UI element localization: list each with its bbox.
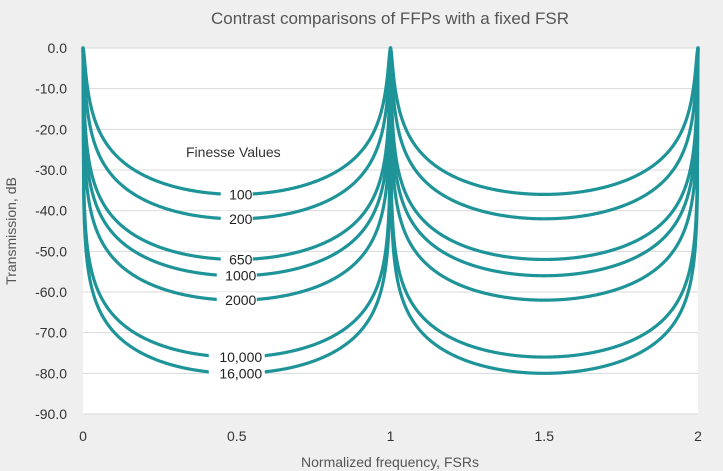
legend-title: Finesse Values [186, 144, 281, 160]
series-label-bg [220, 186, 253, 203]
series-label-bg [220, 251, 253, 268]
y-tick-label: -30.0 [35, 162, 67, 178]
series-label-bg [208, 365, 265, 382]
x-tick-label: 1 [387, 428, 395, 444]
x-axis-title: Normalized frequency, FSRs [301, 454, 479, 470]
series-label-100: 100 [229, 186, 253, 202]
y-tick-label: -80.0 [35, 365, 67, 381]
series-label-200: 200 [229, 211, 253, 227]
x-tick-labels: 0 0.5 1 1.5 2 [79, 428, 702, 444]
y-tick-label: -40.0 [35, 203, 67, 219]
y-tick-label: 0.0 [48, 40, 68, 56]
series-label-bg [220, 210, 253, 227]
series-label-bg [216, 267, 257, 284]
series-label-1000: 1000 [225, 268, 256, 284]
y-tick-label: -90.0 [35, 406, 67, 422]
x-tick-label: 2 [694, 428, 702, 444]
series-label-bg [216, 292, 257, 309]
x-tick-label: 0.5 [227, 428, 247, 444]
series-label-16,000: 16,000 [219, 365, 262, 381]
y-tick-label: -50.0 [35, 243, 67, 259]
series-curve-16,000 [81, 46, 700, 375]
series-label-650: 650 [229, 251, 253, 267]
series-label-2000: 2000 [225, 292, 256, 308]
x-tick-label: 1.5 [535, 428, 555, 444]
series-label-bg [208, 349, 265, 366]
y-tick-label: -20.0 [35, 121, 67, 137]
x-tick-label: 0 [79, 428, 87, 444]
series-label-10,000: 10,000 [219, 349, 262, 365]
y-tick-label: -70.0 [35, 325, 67, 341]
y-tick-label: -10.0 [35, 81, 67, 97]
chart-title: Contrast comparisons of FFPs with a fixe… [211, 9, 569, 28]
y-tick-labels: 0.0 -10.0 -20.0 -30.0 -40.0 -50.0 -60.0 -70.0 -8… [35, 40, 67, 422]
y-tick-label: -60.0 [35, 284, 67, 300]
y-axis-title: Transmission, dB [3, 177, 19, 285]
curve-layer [81, 46, 700, 375]
